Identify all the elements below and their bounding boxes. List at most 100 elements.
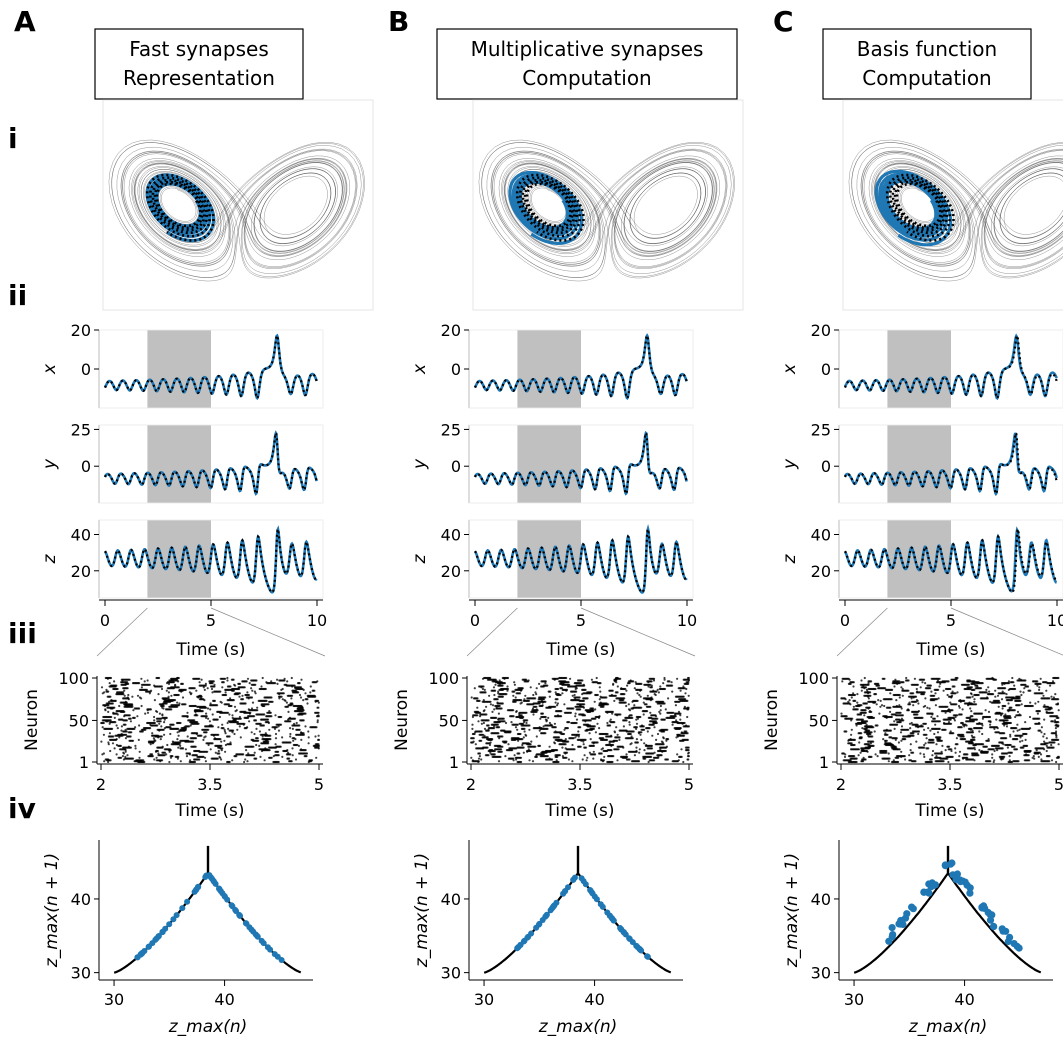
spike-dot	[302, 732, 305, 735]
spike-dot	[523, 730, 526, 733]
spike-dot	[280, 715, 283, 719]
spike-dot	[165, 689, 168, 692]
spike-dot	[298, 693, 302, 697]
spike-dot	[549, 723, 553, 726]
spike-dot	[156, 749, 159, 753]
spike-dot	[499, 755, 502, 759]
spike-dot	[541, 712, 545, 715]
panel-letter-c: C	[773, 5, 794, 38]
spike-dot	[167, 682, 171, 686]
spike-dot	[247, 752, 250, 755]
spike-dot	[208, 720, 211, 723]
spike-dot	[241, 694, 244, 697]
spike-dot	[193, 687, 196, 690]
spike-dot	[236, 721, 239, 724]
spike-dot	[687, 746, 690, 749]
spike-dot	[152, 737, 155, 740]
spike-dot	[657, 756, 660, 759]
spike-dot	[480, 739, 483, 742]
spike-dot	[521, 687, 524, 690]
spike-dot	[126, 681, 129, 684]
spike-dot	[655, 720, 658, 723]
spike-dot	[246, 677, 250, 680]
spike-dot	[589, 719, 592, 722]
spike-dot	[486, 746, 489, 749]
spike-dot	[556, 698, 559, 701]
spike-dot	[195, 754, 198, 757]
spike-dot	[636, 717, 640, 720]
spike-dot	[124, 737, 127, 740]
spike-dot	[146, 711, 150, 714]
spike-dot	[279, 745, 282, 748]
spike-dot	[187, 739, 190, 742]
spike-dot	[261, 735, 264, 738]
spike-dot	[639, 733, 642, 736]
spike-dot	[213, 683, 216, 686]
spike-dot	[489, 741, 492, 744]
spike-dot	[315, 726, 318, 729]
spike-dot	[301, 687, 304, 691]
spike-dot	[134, 747, 137, 750]
spike-dot	[193, 719, 196, 722]
spike-dot	[163, 721, 166, 724]
spike-dot	[130, 731, 133, 734]
spike-dot	[107, 758, 110, 761]
spike-dot	[236, 728, 239, 731]
spike-dot	[200, 734, 203, 737]
spike-dot	[228, 760, 231, 764]
spike-dot	[682, 685, 685, 688]
spike-dot	[610, 734, 613, 737]
spike-dot	[111, 742, 115, 745]
spike-dot	[594, 731, 598, 734]
spike-dot	[120, 756, 123, 759]
spike-dot	[566, 727, 570, 730]
spike-dot	[498, 737, 501, 740]
spike-dot	[181, 682, 184, 686]
spike-dot	[500, 681, 503, 684]
spike-dot	[471, 727, 474, 731]
spike-dot	[228, 735, 231, 738]
spike-dot	[159, 738, 162, 741]
spike-dot	[165, 702, 168, 705]
spike-dot	[291, 754, 294, 757]
spike-dot	[666, 728, 669, 731]
spike-dot	[124, 750, 127, 753]
spike-dot	[565, 756, 568, 759]
spike-dot	[522, 715, 525, 719]
spike-dot	[238, 715, 241, 719]
spike-dot	[202, 755, 205, 759]
spike-dot	[211, 691, 214, 694]
spike-dot	[519, 692, 522, 695]
spike-dot	[219, 738, 222, 741]
spike-dot	[650, 716, 653, 720]
spike-dot	[616, 685, 619, 688]
spike-dot	[596, 722, 599, 725]
spike-dot	[153, 721, 156, 725]
spike-dot	[487, 724, 490, 727]
spike-dot	[213, 737, 216, 740]
spike-dot	[173, 699, 177, 702]
spike-dot	[212, 680, 215, 683]
spike-dot	[496, 723, 499, 726]
spike-dot	[170, 694, 173, 697]
y-tick-label: 25	[71, 420, 91, 439]
spike-dot	[218, 746, 221, 749]
spike-dot	[213, 699, 216, 703]
spike-dot	[625, 704, 628, 708]
spike-dot	[554, 726, 557, 729]
spike-dot	[554, 701, 557, 704]
spike-dot	[498, 704, 501, 708]
spike-dot	[116, 687, 119, 691]
spike-dot	[586, 756, 589, 759]
y-tick-label: 0	[451, 457, 461, 476]
spike-dot	[153, 758, 156, 761]
spike-dot	[239, 717, 242, 720]
spike-dot	[250, 731, 253, 734]
spike-dot	[598, 727, 601, 730]
spike-dot	[586, 697, 589, 700]
spike-dot	[523, 721, 526, 724]
spike-dot	[300, 748, 303, 751]
spike-dot	[162, 704, 165, 708]
spike-dot	[168, 748, 172, 751]
spike-dot	[606, 721, 609, 725]
